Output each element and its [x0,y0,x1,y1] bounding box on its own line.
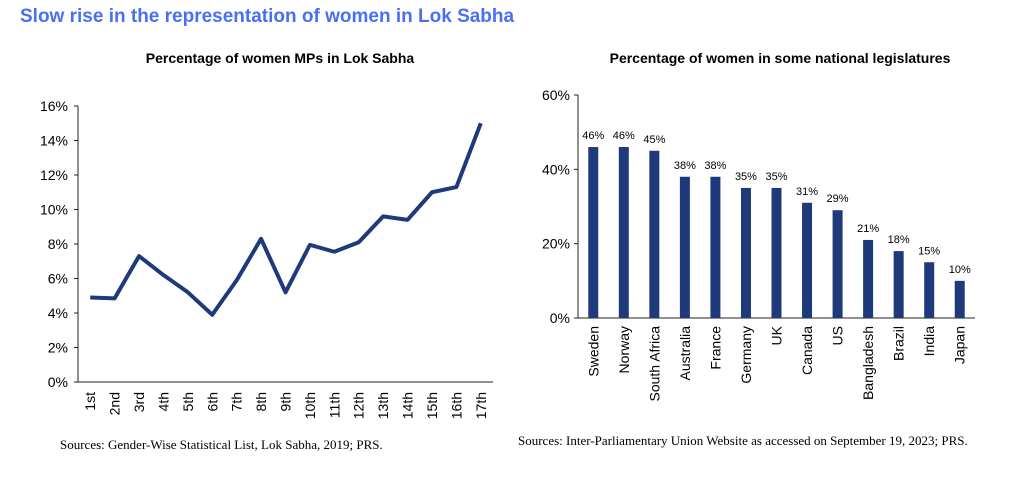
bar-chart-title: Percentage of women in some national leg… [609,50,951,66]
data-label: 18% [888,234,910,246]
x-tick-label: 16th [448,392,464,419]
data-label: 38% [704,160,726,172]
data-label: 31% [796,186,818,198]
data-label: 46% [613,130,635,142]
x-tick-label: 4th [155,392,171,411]
x-tick-label: 7th [229,392,245,411]
x-tick-label: 2nd [107,392,123,415]
x-tick-label: Japan [952,326,968,364]
x-tick-label: France [707,326,723,370]
x-tick-label: Norway [616,326,632,373]
bar [893,251,904,318]
y-tick-label: 8% [48,236,68,252]
bar-chart-source: Sources: Inter-Parliamentary Union Websi… [518,433,968,448]
data-label: 29% [827,193,849,205]
data-label: 10% [949,264,971,276]
y-tick-label: 6% [48,271,68,287]
data-label: 21% [857,223,879,235]
line-chart-title: Percentage of women MPs in Lok Sabha [145,50,415,66]
x-tick-label: 6th [204,392,220,411]
page-title: Slow rise in the representation of women… [20,6,515,27]
bar [710,176,721,318]
bar [618,147,629,318]
y-tick-label: 20% [542,236,570,252]
data-label: 46% [582,130,604,142]
x-tick-label: Australia [677,326,693,381]
data-label: 35% [765,171,787,183]
bar [771,187,782,318]
x-tick-label: Germany [738,326,754,384]
y-tick-label: 40% [542,161,570,177]
x-tick-label: 5th [180,392,196,411]
x-tick-label: Bangladesh [860,326,876,400]
x-tick-label: 15th [424,392,440,419]
x-tick-label: 1st [82,392,98,411]
x-tick-label: South Africa [646,326,662,402]
x-tick-label: 12th [351,392,367,419]
x-tick-label: Sweden [585,326,601,377]
bar [588,147,599,318]
x-tick-label: 11th [326,392,342,418]
x-tick-label: 10th [302,392,318,419]
x-tick-label: India [921,326,937,357]
y-tick-label: 10% [40,202,68,218]
y-tick-label: 0% [550,310,570,326]
line-series [90,122,483,317]
bar [954,280,965,318]
data-label: 45% [643,134,665,146]
data-label: 35% [735,171,757,183]
bar [649,150,660,318]
x-tick-label: 13th [375,392,391,419]
x-tick-label: Canada [799,326,815,375]
bar [679,176,690,318]
x-tick-label: UK [769,325,785,345]
y-tick-label: 0% [48,374,68,390]
x-tick-label: 9th [278,392,294,411]
x-tick-label: Brazil [891,326,907,361]
x-tick-label: 3rd [131,392,147,412]
bar [863,239,874,318]
x-tick-label: 8th [253,392,269,411]
x-tick-label: US [830,326,846,345]
line-chart-source: Sources: Gender-Wise Statistical List, L… [60,437,383,452]
y-tick-label: 16% [40,98,68,114]
x-tick-label: 14th [400,392,416,419]
bar [832,210,843,318]
y-tick-label: 60% [542,87,570,103]
bar [924,262,935,318]
bar [802,202,813,318]
y-tick-label: 12% [40,167,68,183]
y-tick-label: 4% [48,305,68,321]
data-label: 38% [674,160,696,172]
y-tick-label: 2% [48,340,68,356]
data-label: 15% [918,245,940,257]
y-tick-label: 14% [40,133,68,149]
x-tick-label: 17th [473,392,489,419]
bar [740,187,751,318]
